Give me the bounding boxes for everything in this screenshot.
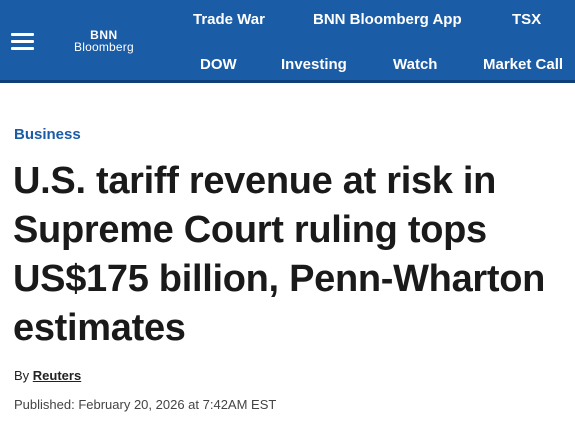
nav-link-trade-war[interactable]: Trade War: [193, 11, 265, 28]
article-headline: U.S. tariff revenue at risk in Supreme C…: [13, 160, 546, 349]
logo-line-bloomberg: Bloomberg: [74, 40, 134, 54]
nav-link-watch[interactable]: Watch: [393, 56, 438, 73]
byline-prefix: By: [14, 368, 30, 383]
nav-link-tsx[interactable]: TSX: [512, 11, 542, 28]
logo-line-bnn: BNN: [90, 28, 118, 42]
section-link-business[interactable]: Business: [14, 126, 81, 143]
bnn-bloomberg-logo[interactable]: BNN Bloomberg: [74, 29, 134, 53]
author-link[interactable]: Reuters: [32, 368, 82, 383]
byline: By Reuters: [14, 367, 81, 385]
nav-link-bnn-bloomberg-app[interactable]: BNN Bloomberg App: [313, 11, 462, 28]
nav-link-dow[interactable]: DOW: [200, 56, 237, 73]
nav-link-market-call[interactable]: Market Call: [483, 56, 564, 73]
hamburger-menu-icon[interactable]: [11, 31, 34, 51]
site-header: BNN Bloomberg Trade War BNN Bloomberg Ap…: [0, 0, 575, 83]
published-date: Published: February 20, 2026 at 7:42AM E…: [14, 397, 277, 412]
nav-link-investing[interactable]: Investing: [281, 56, 347, 73]
